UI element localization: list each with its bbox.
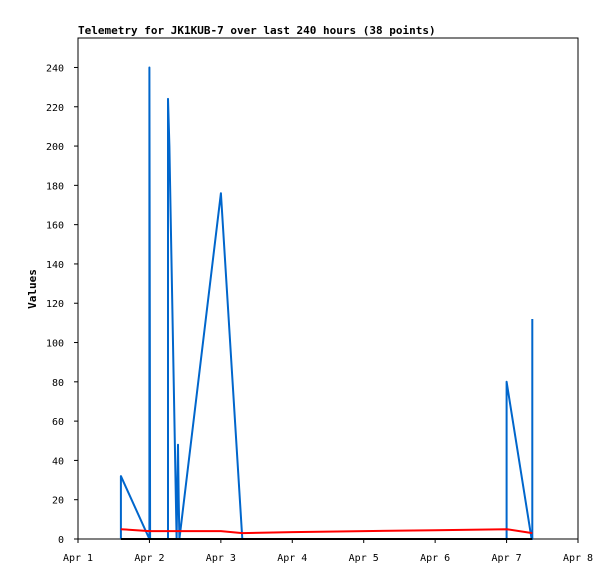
x-tick-label: Apr 5 bbox=[349, 553, 379, 564]
x-axis-ticks: Apr 1 Apr 2 Apr 3 Apr 4 Apr 5 Apr 6 Apr 7 Apr 8 bbox=[63, 539, 593, 564]
y-tick-label: 120 bbox=[46, 299, 64, 310]
x-tick-label: Apr 7 bbox=[492, 553, 522, 564]
chart-title: Telemetry for JK1KUB-7 over last 240 hou… bbox=[78, 24, 436, 37]
x-tick-label: Apr 4 bbox=[277, 553, 307, 564]
y-tick-label: 220 bbox=[46, 103, 64, 114]
y-tick-label: 180 bbox=[46, 181, 64, 192]
y-axis-ticks: 0 20 40 60 80 100 120 140 160 180 200 220 240 bbox=[46, 63, 78, 546]
plot-area bbox=[77, 37, 579, 540]
x-tick-label: Apr 3 bbox=[206, 553, 236, 564]
y-tick-label: 100 bbox=[46, 339, 64, 350]
x-tick-label: Apr 6 bbox=[420, 553, 450, 564]
y-tick-label: 40 bbox=[52, 456, 64, 467]
x-tick-label: Apr 1 bbox=[63, 553, 93, 564]
y-tick-label: 200 bbox=[46, 142, 64, 153]
y-tick-label: 80 bbox=[52, 378, 64, 389]
y-tick-label: 0 bbox=[58, 535, 64, 546]
x-tick-label: Apr 2 bbox=[134, 553, 164, 564]
y-axis-label: Values bbox=[26, 269, 39, 309]
data-series bbox=[119, 66, 534, 540]
x-tick-label: Apr 8 bbox=[563, 553, 593, 564]
y-tick-label: 60 bbox=[52, 417, 64, 428]
series-line-1 bbox=[120, 528, 533, 535]
y-tick-label: 160 bbox=[46, 221, 64, 232]
y-tick-label: 240 bbox=[46, 63, 64, 74]
y-tick-label: 140 bbox=[46, 260, 64, 271]
y-tick-label: 20 bbox=[52, 496, 64, 507]
